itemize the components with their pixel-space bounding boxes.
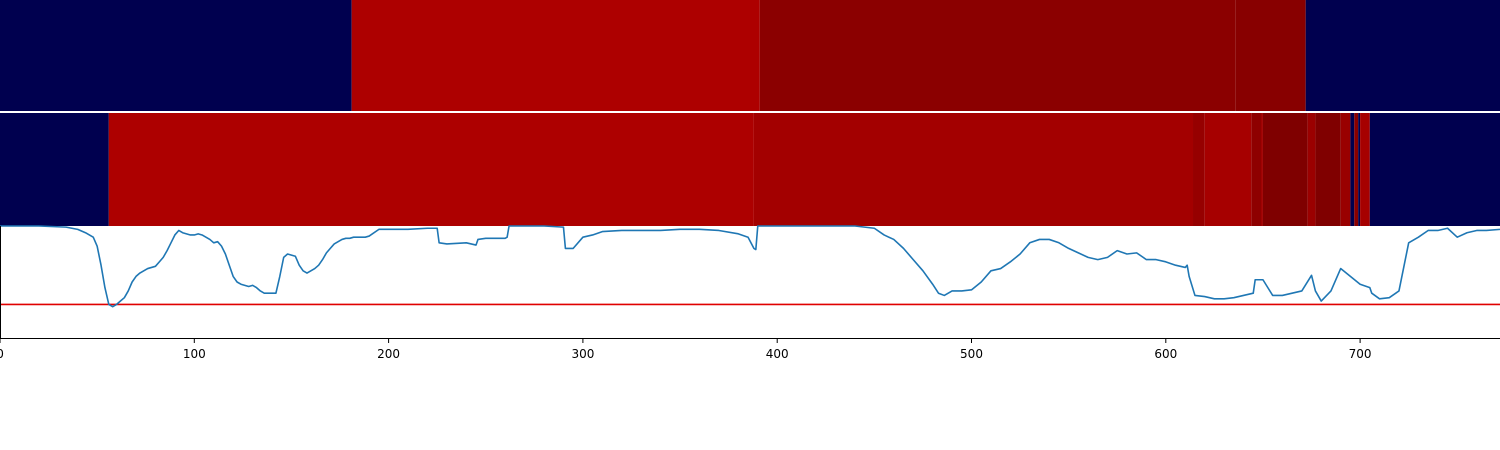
band-2-segment-9 (1307, 113, 1316, 226)
band-2-segment-12 (1350, 113, 1355, 226)
x-tick-label: 300 (571, 347, 594, 361)
band-2-segment-10 (1315, 113, 1341, 226)
x-tick-label: 100 (183, 347, 206, 361)
x-tick-label: 400 (766, 347, 789, 361)
x-tick-label: 500 (960, 347, 983, 361)
band-1-segment-2 (351, 0, 760, 112)
x-axis: 0 100 200 300 400 500 600 700 (0, 226, 1500, 361)
band-2-segment-7 (1261, 113, 1263, 226)
band-1-segment-3 (759, 0, 1236, 112)
band-2-segment-2 (108, 113, 754, 226)
series-line (0, 225, 1500, 308)
band-2-segment-4 (1193, 113, 1205, 226)
x-tick-label: 700 (1349, 347, 1372, 361)
band-2-segment-13 (1354, 113, 1359, 226)
band-1-segment-1 (0, 0, 352, 112)
band-2-segment-1 (0, 113, 109, 226)
line-plot-area (0, 226, 1500, 338)
band-2-segment-14 (1358, 113, 1361, 226)
band-1-segment-5 (1305, 0, 1500, 112)
band-2-segment-8 (1262, 113, 1308, 226)
band-2-segment-16 (1369, 113, 1500, 226)
band-2-segment-3 (753, 113, 1194, 226)
line-plot (0, 225, 1500, 308)
band-2-segment-6 (1251, 113, 1262, 226)
band-2-segment-11 (1340, 113, 1351, 226)
x-tick-label: 0 (0, 347, 4, 361)
x-tick-label: 200 (377, 347, 400, 361)
x-tick-label: 600 (1154, 347, 1177, 361)
band-1-segment-4 (1235, 0, 1306, 112)
band-2-segment-15 (1360, 113, 1370, 226)
heatmap-bands (0, 0, 1500, 226)
band-2-segment-5 (1204, 113, 1252, 226)
